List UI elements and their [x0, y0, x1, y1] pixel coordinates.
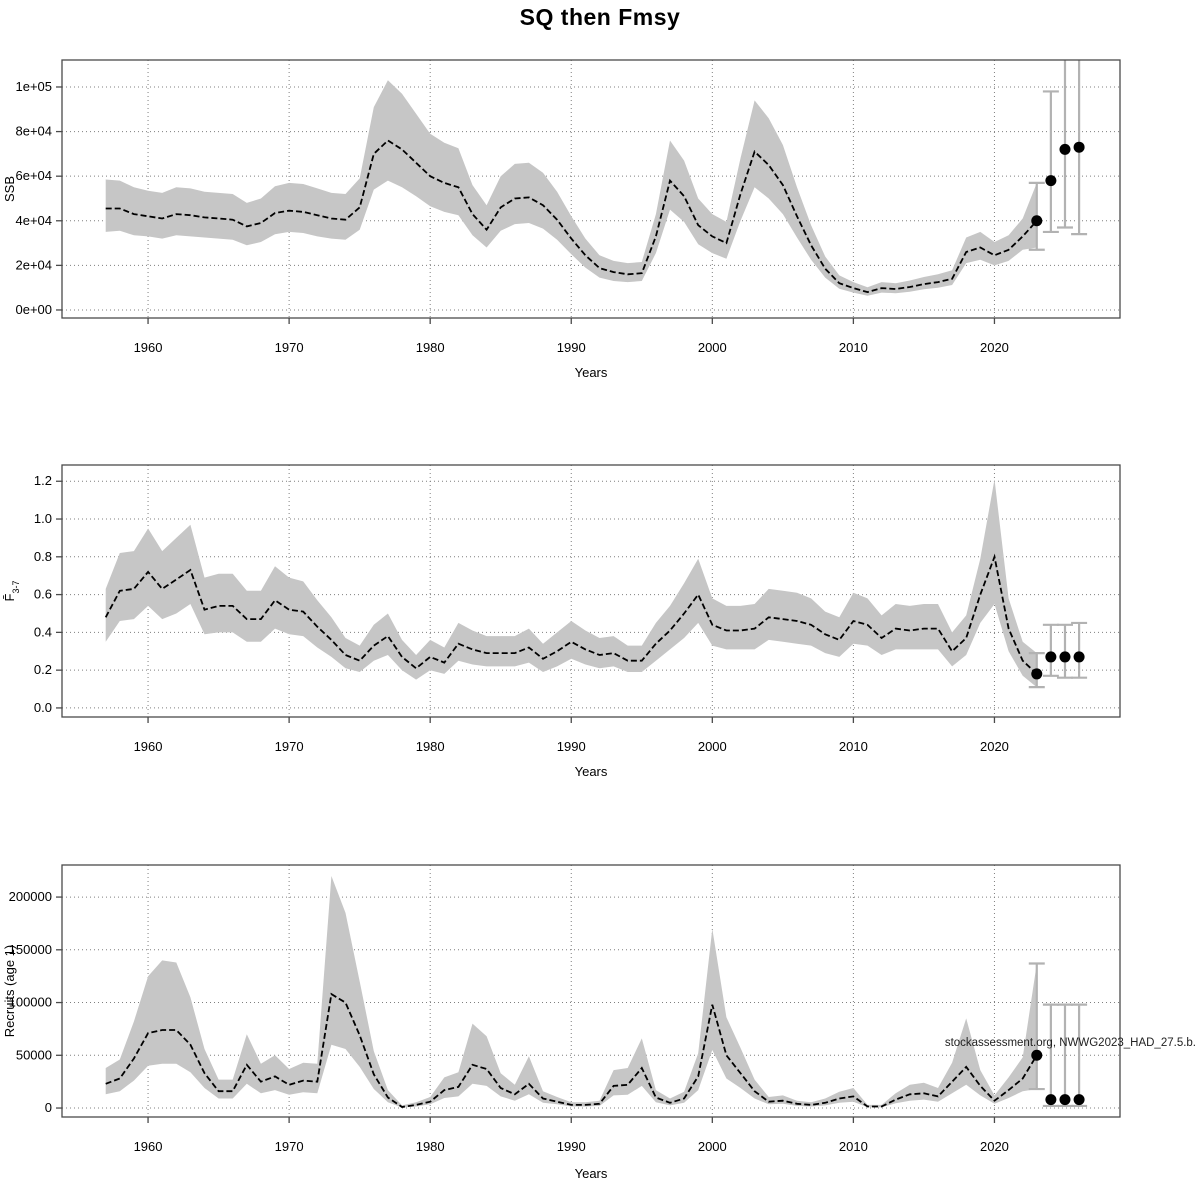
median-line [105, 139, 1038, 294]
forecast-dot [1045, 175, 1057, 187]
median-line [104, 553, 1038, 675]
confidence-band [105, 876, 1037, 1108]
forecast-dot [1059, 143, 1071, 155]
x-tick-label: 1970 [275, 739, 304, 754]
x-tick-label: 2000 [698, 340, 727, 355]
x-tick-label: 1990 [557, 340, 586, 355]
recruits-chart: 0 50000 100000 150000 200000 1960 1970 1980 1990… [2, 864, 1196, 1181]
x-tick-label: 1970 [275, 340, 304, 355]
forecast-dot [1059, 1094, 1071, 1106]
y-tick-label: 0.2 [34, 662, 52, 677]
x-tick-label: 2020 [980, 1139, 1009, 1154]
forecast-dot [1073, 141, 1085, 153]
y-axis-title: SSB [2, 176, 17, 202]
ssb-chart: 0e+00 2e+04 4e+04 6e+04 8e+04 1e+05 1960 1970 19… [2, 59, 1121, 380]
plot-frame [61, 464, 1121, 718]
x-tick-label: 1980 [416, 340, 445, 355]
y-axis-title: Recruits (age 1) [2, 945, 17, 1037]
x-tick-label: 1970 [275, 1139, 304, 1154]
y-tick-label: 1.0 [34, 511, 52, 526]
x-tick-label: 1960 [134, 340, 163, 355]
x-tick-label: 1960 [134, 1139, 163, 1154]
x-tick-label: 1990 [557, 1139, 586, 1154]
y-tick-label: 4e+04 [15, 213, 52, 228]
forecast-dot [1045, 1094, 1057, 1106]
watermark-text: stockassessment.org, NWWG2023_HAD_27.5.b… [945, 1037, 1196, 1049]
plot-frame [61, 59, 1121, 319]
forecast-dot [1031, 1049, 1043, 1061]
x-tick-label: 1980 [416, 1139, 445, 1154]
forecast-dot [1073, 1094, 1085, 1106]
confidence-band [105, 80, 1037, 296]
plot-frame [61, 864, 1121, 1118]
confidence-band [105, 479, 1037, 688]
x-tick-label: 2020 [980, 739, 1009, 754]
y-tick-label: 0.4 [34, 624, 52, 639]
y-tick-label: 1.2 [34, 473, 52, 488]
forecast-dot [1059, 651, 1071, 663]
fbar-chart: 0.0 0.2 0.4 0.6 0.8 1.0 1.2 1960 1970 1980 1990 200… [2, 464, 1121, 779]
x-tick-label: 2000 [698, 739, 727, 754]
x-tick-label: 2020 [980, 340, 1009, 355]
y-tick-label: 6e+04 [15, 168, 52, 183]
y-tick-label: 1e+05 [15, 79, 52, 94]
x-axis-title: Years [575, 1166, 608, 1181]
x-tick-label: 1980 [416, 739, 445, 754]
y-tick-label: 0.0 [34, 700, 52, 715]
forecast-dot [1031, 215, 1043, 227]
y-tick-label: 100000 [9, 995, 52, 1010]
y-tick-label: 8e+04 [15, 124, 52, 139]
y-axis-title: F̄3-7 [2, 581, 21, 602]
y-tick-label: 0.6 [34, 587, 52, 602]
forecast-dot [1045, 651, 1057, 663]
x-tick-label: 2000 [698, 1139, 727, 1154]
y-tick-label: 0e+00 [15, 302, 52, 317]
x-axis-title: Years [575, 764, 608, 779]
y-tick-label: 0.8 [34, 549, 52, 564]
x-tick-label: 2010 [839, 739, 868, 754]
forecast-dot [1031, 668, 1043, 680]
y-tick-label: 0 [45, 1100, 52, 1115]
x-tick-label: 2010 [839, 1139, 868, 1154]
y-tick-label: 50000 [16, 1047, 52, 1062]
x-axis-title: Years [575, 365, 608, 380]
y-tick-label: 2e+04 [15, 257, 52, 272]
x-tick-label: 2010 [839, 340, 868, 355]
forecast-dot [1073, 651, 1085, 663]
figure-title: SQ then Fmsy [519, 4, 681, 30]
y-tick-label: 200000 [9, 889, 52, 904]
median-line [105, 992, 1038, 1108]
x-tick-label: 1990 [557, 739, 586, 754]
y-tick-label: 150000 [9, 942, 52, 957]
x-tick-label: 1960 [134, 739, 163, 754]
